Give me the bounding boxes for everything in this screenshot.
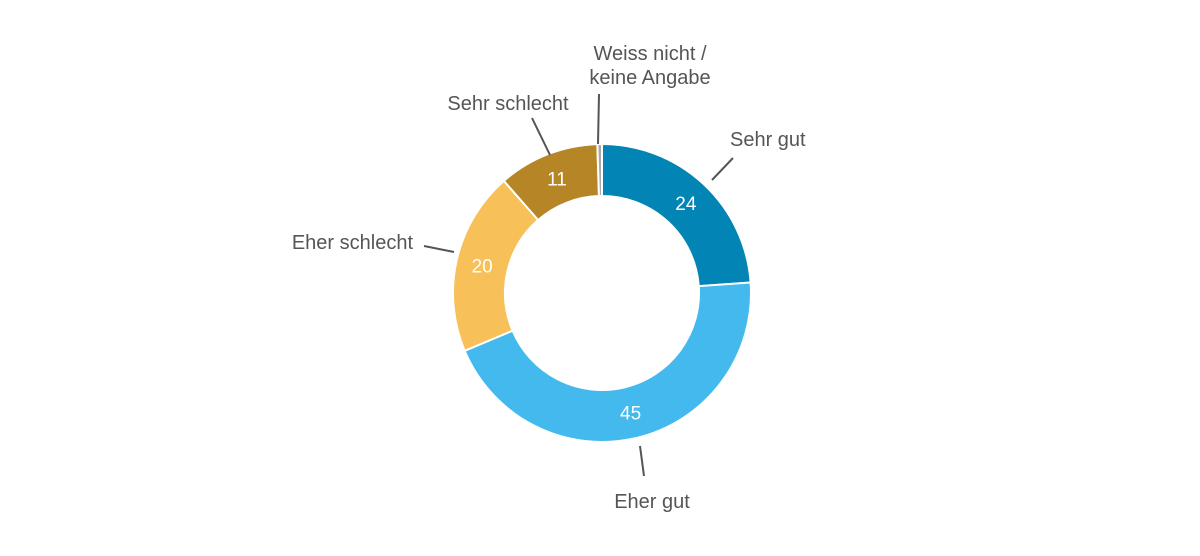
category-label-4: Weiss nicht / keine Angabe	[589, 43, 710, 89]
category-label-line: Weiss nicht /	[594, 43, 707, 65]
slice-weiss-nicht-keine-angabe	[596, 142, 603, 198]
leader-line-1	[639, 445, 645, 477]
leader-line-4	[597, 93, 600, 145]
leader-line-0	[711, 157, 734, 181]
value-label-2: 20	[472, 256, 493, 277]
category-label-1: Eher gut	[614, 491, 690, 513]
leader-line-3	[531, 117, 551, 156]
category-label-line: Eher gut	[614, 491, 690, 513]
slice-sehr-gut	[601, 142, 752, 288]
category-label-line: keine Angabe	[589, 67, 710, 89]
category-label-2: Eher schlecht	[292, 232, 414, 254]
category-label-0: Sehr gut	[730, 129, 806, 151]
category-label-3: Sehr schlecht	[447, 93, 569, 115]
leader-line-2	[423, 245, 455, 253]
value-label-0: 24	[675, 194, 697, 215]
slice-eher-gut	[463, 281, 752, 443]
category-label-line: Eher schlecht	[292, 232, 414, 254]
category-label-line: Sehr schlecht	[447, 93, 569, 115]
value-label-3: 11	[547, 170, 567, 191]
value-label-1: 45	[620, 404, 641, 425]
category-label-line: Sehr gut	[730, 129, 806, 151]
